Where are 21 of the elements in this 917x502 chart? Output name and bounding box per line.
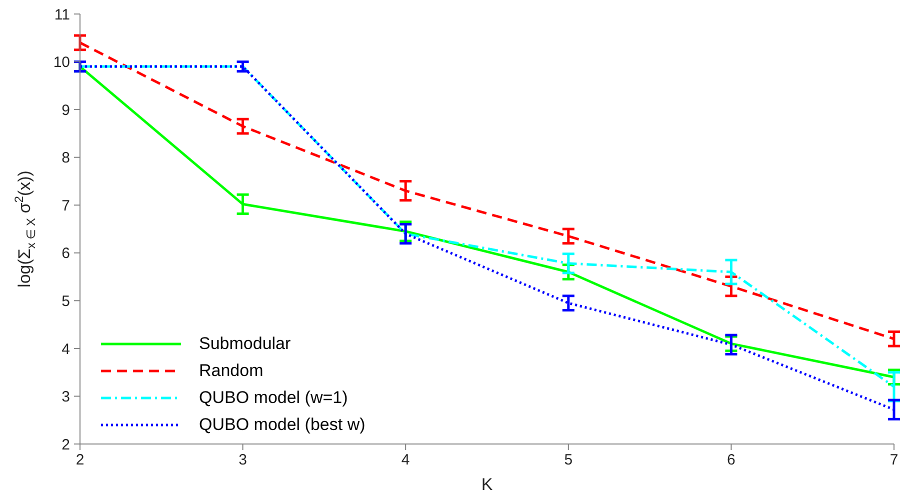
- x-tick-label: 3: [238, 452, 247, 469]
- legend-label: QUBO model (w=1): [199, 388, 348, 408]
- y-tick-label: 11: [54, 6, 70, 24]
- y-tick-label: 6: [62, 245, 70, 262]
- y-tick-label: 5: [62, 292, 70, 310]
- x-tick-label: 4: [401, 452, 410, 469]
- y-tick-label: 8: [62, 150, 70, 167]
- legend-label: Submodular: [199, 334, 291, 354]
- legend-label: Random: [199, 360, 264, 380]
- y-tick-label: 3: [62, 388, 70, 406]
- x-axis-title: K: [481, 475, 494, 494]
- y-tick-label: 10: [53, 54, 70, 72]
- y-tick-label: 7: [62, 197, 70, 214]
- legend-label: QUBO model (best w): [199, 414, 366, 434]
- x-tick-label: 2: [76, 452, 84, 469]
- x-tick-label: 7: [890, 452, 898, 469]
- y-tick-label: 2: [62, 436, 70, 454]
- y-tick-label: 4: [62, 340, 70, 358]
- x-tick-label: 6: [727, 452, 736, 469]
- y-tick-label: 9: [62, 102, 70, 119]
- x-tick-label: 5: [564, 452, 573, 469]
